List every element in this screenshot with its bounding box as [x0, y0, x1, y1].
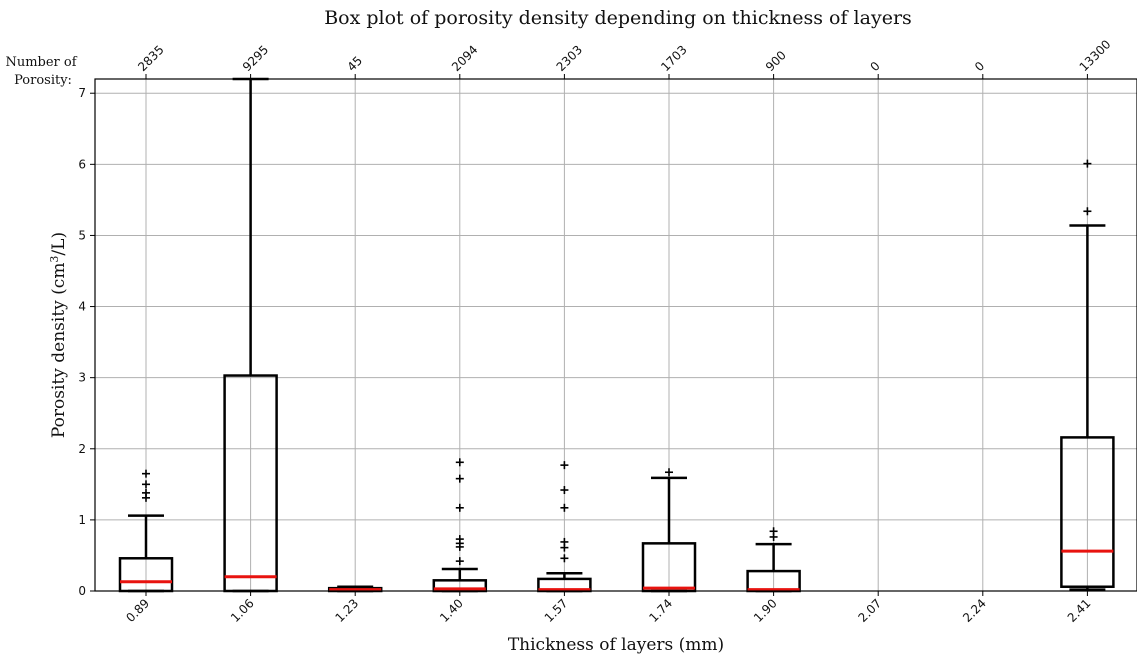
x-tick-label: 1.74 [646, 596, 675, 625]
flier-point [560, 486, 569, 495]
y-tick-label: 1 [78, 513, 86, 527]
y-tick-label: 2 [78, 442, 86, 456]
y-tick-label: 5 [78, 228, 86, 242]
flier-point [769, 527, 778, 536]
flier-point [142, 488, 150, 497]
porosity-count-label: 0 [867, 59, 882, 74]
porosity-count-label: 900 [763, 48, 789, 74]
plot-frame [94, 78, 1137, 592]
flier-point [142, 469, 150, 478]
flier-point [455, 474, 464, 483]
flier-point [1083, 207, 1092, 216]
porosity-count-label: 45 [344, 53, 365, 74]
box-iqr [1060, 436, 1115, 588]
x-tick-label: 1.40 [437, 596, 466, 625]
x-tick-label: 1.06 [228, 596, 257, 625]
box-group [327, 585, 383, 593]
y-axis-title-tail: /L) [49, 232, 69, 256]
boxes [118, 77, 1115, 593]
count-label-line2: Porosity: [14, 73, 72, 88]
y-axis-title: Porosity density (cm3/L) [48, 232, 70, 438]
porosity-count-label: 2303 [554, 43, 585, 74]
y-tick-label: 4 [78, 300, 86, 314]
chart-title: Box plot of porosity density depending o… [324, 7, 912, 29]
flier-point [560, 554, 569, 563]
porosity-count-label: 2835 [135, 43, 166, 74]
flier-point [665, 468, 673, 477]
x-tick-label: 2.07 [856, 596, 885, 625]
flier-point [560, 461, 569, 470]
porosity-count-label: 1703 [658, 43, 689, 74]
flier-point [142, 480, 150, 489]
y-axis-title-main: Porosity density (cm [49, 263, 69, 439]
flier-point [455, 557, 464, 566]
x-tick-label: 1.90 [751, 596, 780, 625]
x-tick-label: 2.41 [1065, 596, 1094, 625]
x-tick-label: 1.57 [542, 596, 571, 625]
flier-point [455, 535, 464, 544]
x-tick-label: 1.23 [333, 596, 362, 625]
porosity-counts: 2835 9295 45 2094 2303 1703 900 0 0 13300 [135, 37, 1113, 74]
flier-point [455, 503, 464, 512]
flier-point [1083, 159, 1092, 168]
porosity-count-label: 13300 [1077, 37, 1114, 74]
y-tick-label: 3 [78, 371, 86, 385]
porosity-count-label: 0 [972, 59, 987, 74]
x-tick-label: 0.89 [123, 596, 152, 625]
x-axis-title: Thickness of layers (mm) [508, 635, 724, 655]
flier-point [560, 503, 569, 512]
count-label-line1: Number of [5, 55, 77, 70]
y-axis-ticks: 0 1 2 3 4 5 6 7 [78, 86, 95, 598]
x-axis-ticks: 0.89 1.06 1.23 1.40 1.57 1.74 1.90 2.07 2.24 2.41 [123, 74, 1094, 625]
box-group [1060, 159, 1115, 591]
y-tick-label: 6 [78, 157, 86, 171]
y-tick-label: 7 [78, 86, 86, 100]
porosity-count-label: 2094 [449, 43, 480, 74]
porosity-count-label: 9295 [240, 43, 271, 74]
flier-point [455, 458, 464, 467]
flier-point [560, 537, 569, 546]
y-axis-title-superscript: 3 [48, 256, 61, 263]
x-tick-label: 2.24 [960, 596, 989, 625]
y-tick-label: 0 [78, 584, 86, 598]
